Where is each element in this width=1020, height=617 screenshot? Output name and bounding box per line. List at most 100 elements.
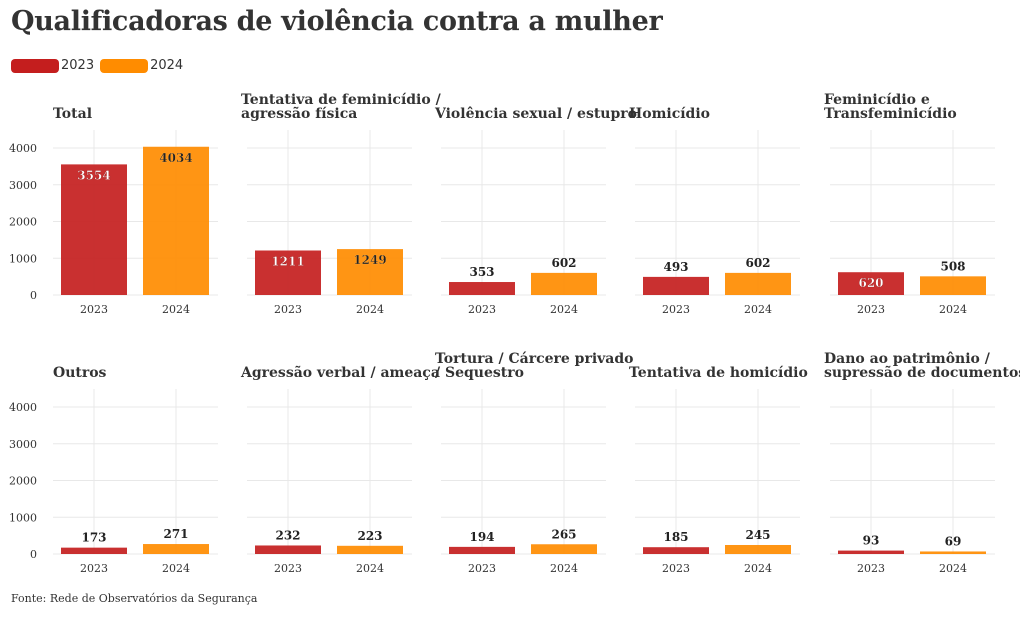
chart-title: Qualificadoras de violência contra a mul…	[11, 6, 663, 37]
legend-item-2023[interactable]: 2023	[11, 58, 96, 73]
x-tick-label: 2024	[550, 303, 578, 316]
data-label-2024: 4034	[159, 151, 192, 165]
chart-panel-10: Dano ao patrimônio /supressão de documen…	[824, 351, 1020, 575]
bar-2023	[255, 250, 321, 295]
bar-2024	[531, 272, 597, 295]
data-label-2023: 173	[81, 531, 106, 545]
x-tick-label: 2024	[744, 303, 772, 316]
panel-title: Tortura / Cárcere privado	[435, 351, 633, 367]
x-tick-label: 2023	[662, 303, 690, 316]
x-tick-label: 2024	[744, 562, 772, 575]
chart-panel-8: Tortura / Cárcere privado/ Sequestro 194 2…	[435, 351, 633, 575]
x-tick-label: 2023	[857, 562, 885, 575]
bar-2023	[61, 547, 127, 554]
x-tick-label: 2023	[857, 303, 885, 316]
data-label-2024: 271	[163, 527, 188, 541]
data-label-2024: 265	[551, 527, 576, 541]
y-tick-label: 0	[30, 548, 37, 561]
legend-label-2024: 2024	[150, 58, 184, 73]
data-label-2024: 245	[745, 528, 770, 542]
legend-swatch-2023	[11, 58, 59, 73]
y-tick-label: 4000	[9, 401, 37, 414]
panel-title: Outros	[53, 365, 107, 381]
bar-2023	[838, 272, 904, 295]
chart-panel-3: Violência sexual / estupro 353 2023 602 2024	[434, 106, 637, 316]
panel-title: agressão física	[241, 105, 357, 122]
panel-title: supressão de documentos	[824, 364, 1020, 381]
panel-title: Total	[53, 106, 92, 122]
x-tick-label: 2023	[662, 562, 690, 575]
data-label-2024: 508	[940, 259, 965, 273]
panel-title: Agressão verbal / ameaça	[240, 364, 440, 381]
bar-2023	[449, 546, 515, 554]
bar-2024	[337, 545, 403, 554]
legend-item-2024[interactable]: 2024	[100, 58, 185, 73]
x-tick-label: 2024	[356, 303, 384, 316]
data-label-2023: 3554	[77, 168, 110, 182]
x-tick-label: 2024	[939, 562, 967, 575]
source-note: Fonte: Rede de Observatórios da Seguranç…	[11, 592, 258, 605]
data-label-2023: 620	[858, 276, 883, 290]
x-tick-label: 2023	[468, 562, 496, 575]
y-tick-label: 3000	[9, 438, 37, 451]
chart-panel-6: Outros 0 1000 2000 3000 4000 173 2023 271 2024	[9, 365, 218, 575]
data-label-2024: 69	[945, 534, 962, 548]
data-label-2023: 1211	[271, 254, 304, 268]
data-label-2024: 602	[745, 256, 770, 270]
panel-title: Feminicídio e	[824, 92, 930, 108]
legend: 2023 2024	[11, 58, 189, 73]
chart-panel-2: Tentativa de feminicídio /agressão físic…	[241, 92, 442, 316]
y-tick-label: 2000	[9, 216, 37, 229]
data-label-2024: 1249	[353, 253, 386, 267]
bar-2023	[838, 550, 904, 554]
x-tick-label: 2024	[939, 303, 967, 316]
legend-swatch-2024	[100, 58, 149, 73]
y-tick-label: 2000	[9, 475, 37, 488]
data-label-2023: 185	[663, 530, 688, 544]
data-label-2023: 93	[863, 534, 880, 548]
panel-title: Dano ao patrimônio /	[824, 351, 991, 367]
bar-2023	[449, 282, 515, 295]
data-label-2023: 353	[469, 265, 494, 279]
x-tick-label: 2023	[80, 303, 108, 316]
chart-panel-4: Homicídio 493 2023 602 2024	[629, 106, 800, 316]
bar-2024	[725, 544, 791, 554]
y-tick-label: 0	[30, 289, 37, 302]
panel-title: Tentativa de homicídio	[629, 365, 808, 381]
data-label-2023: 493	[663, 260, 688, 274]
bar-2023	[643, 547, 709, 554]
bar-2024	[725, 272, 791, 295]
x-tick-label: 2024	[356, 562, 384, 575]
chart-panel-1: Total 0 1000 2000 3000 4000 3554 2023 4034 2024	[9, 106, 218, 316]
chart-panel-9: Tentativa de homicídio 185 2023 245 2024	[629, 365, 808, 575]
bar-2024	[920, 276, 986, 295]
panel-title: Tentativa de feminicídio /	[241, 92, 442, 108]
bar-2024	[143, 146, 209, 295]
x-tick-label: 2024	[162, 303, 190, 316]
x-tick-label: 2023	[80, 562, 108, 575]
bar-2024	[920, 551, 986, 554]
bar-2023	[643, 276, 709, 295]
data-label-2024: 602	[551, 256, 576, 270]
panel-title: Violência sexual / estupro	[434, 106, 637, 122]
bar-2024	[143, 544, 209, 554]
x-tick-label: 2024	[162, 562, 190, 575]
x-tick-label: 2024	[550, 562, 578, 575]
data-label-2023: 232	[275, 528, 300, 542]
data-label-2024: 223	[357, 529, 382, 543]
panel-title: Transfeminicídio	[824, 106, 957, 122]
y-tick-label: 1000	[9, 252, 37, 265]
panel-title: Homicídio	[629, 106, 710, 122]
x-tick-label: 2023	[274, 562, 302, 575]
bar-2023	[255, 545, 321, 554]
x-tick-label: 2023	[274, 303, 302, 316]
legend-label-2023: 2023	[61, 58, 95, 73]
data-label-2023: 194	[469, 530, 494, 544]
bar-2023	[61, 164, 127, 295]
bar-2024	[531, 544, 597, 554]
y-tick-label: 1000	[9, 511, 37, 524]
panel-title: / Sequestro	[435, 365, 524, 381]
x-tick-label: 2023	[468, 303, 496, 316]
